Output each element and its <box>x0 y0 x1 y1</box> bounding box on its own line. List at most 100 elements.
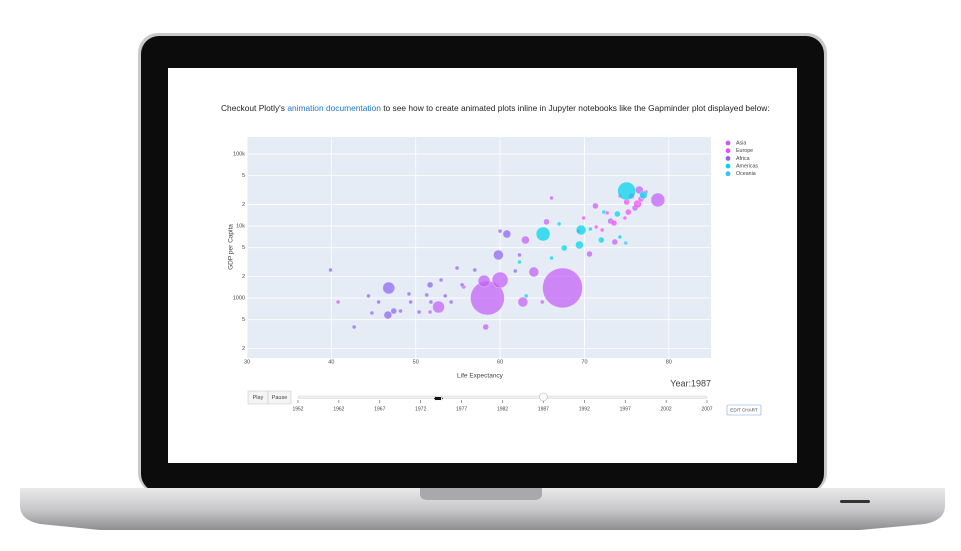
y-tick-label: 2 <box>242 346 245 352</box>
y-tick-label: 2 <box>242 202 245 208</box>
legend-label: Americas <box>736 164 758 170</box>
bubble <box>561 244 568 252</box>
bubble <box>432 300 445 314</box>
legend-label: Africa <box>736 156 750 162</box>
bubble <box>352 324 357 330</box>
bubble <box>617 234 623 240</box>
bubble <box>443 293 448 299</box>
base-notch <box>420 488 542 500</box>
slider-step-label: 1952 <box>292 406 303 412</box>
y-axis-title: GDP per Capita <box>228 224 235 270</box>
bubble <box>398 308 403 314</box>
y-tick-label: 1000 <box>233 295 245 301</box>
bubble <box>459 282 465 288</box>
bubble <box>625 208 632 216</box>
pause-button[interactable] <box>267 390 292 405</box>
slider-step-label: 1997 <box>620 406 631 412</box>
bubble <box>502 229 511 239</box>
bubble <box>549 195 554 201</box>
intro-start: Checkout Plotly's <box>221 103 287 113</box>
x-axis-title: Life Expectancy <box>457 373 504 380</box>
bubble <box>543 218 550 226</box>
bubble <box>586 250 593 258</box>
x-tick-label: 30 <box>244 359 250 365</box>
bubble <box>491 271 509 289</box>
bubble <box>517 259 522 265</box>
bubble <box>549 255 554 261</box>
cursor <box>434 396 443 401</box>
bubble <box>428 299 434 305</box>
legend-label: Oceania <box>736 171 756 177</box>
bubble <box>521 235 530 245</box>
bubble <box>633 199 642 209</box>
bubble <box>540 299 545 305</box>
bubble <box>427 309 433 315</box>
bubble <box>493 249 504 261</box>
legend-label: Europe <box>736 148 753 154</box>
edit-chart-button[interactable] <box>726 404 762 416</box>
intro-end: to see how to create animated plots inli… <box>381 103 770 113</box>
bubble <box>611 238 618 246</box>
slider-step-label: 1992 <box>579 406 590 412</box>
bubble <box>575 240 584 250</box>
edit-chart-label[interactable]: EDIT CHART <box>730 408 758 413</box>
bubble <box>592 202 599 210</box>
legend-marker <box>725 156 731 161</box>
slider-step-label: 1967 <box>374 406 385 412</box>
bubble <box>406 291 412 297</box>
y-tick-label: 5 <box>242 317 245 323</box>
bubble <box>472 267 477 273</box>
legend-label: Asia <box>736 140 746 146</box>
slider-step-label: 2002 <box>661 406 672 412</box>
bubble <box>517 252 522 258</box>
pause-label[interactable]: Pause <box>272 395 288 401</box>
bubble <box>557 221 562 227</box>
bubble <box>426 281 434 289</box>
bubble <box>617 181 636 201</box>
bubble-chart: Life Expectancy GDP per Capita 30 40 50 60 7… <box>228 137 758 380</box>
bubble <box>416 309 422 315</box>
x-tick-label: 70 <box>581 359 587 365</box>
y-tick-label: 5 <box>242 173 245 179</box>
bubble <box>477 274 491 288</box>
slider-step-label: 1982 <box>497 406 508 412</box>
bubble <box>581 215 586 221</box>
bubble <box>639 190 648 200</box>
y-tick-label: 10k <box>236 223 245 229</box>
y-tick-label: 5 <box>242 245 245 251</box>
bubble <box>438 277 444 283</box>
bubble <box>622 215 628 221</box>
base-slot <box>840 500 870 503</box>
x-tick-label: 40 <box>328 359 334 365</box>
controls: Play Pause EDIT CHART Year:1987 <box>247 378 762 416</box>
play-label[interactable]: Play <box>253 395 264 401</box>
doc-link[interactable]: animation documentation <box>287 103 381 113</box>
intro-text: Checkout Plotly's animation documentatio… <box>221 103 770 113</box>
slider-handle[interactable] <box>539 392 548 402</box>
bubble <box>482 323 489 331</box>
bubble <box>366 293 371 299</box>
bubble <box>650 192 665 208</box>
slider-rail[interactable] <box>297 395 708 399</box>
bubble <box>601 209 606 215</box>
bubble <box>382 281 395 295</box>
slider-step-label: 2007 <box>701 406 712 412</box>
bubble <box>513 268 518 274</box>
bubble <box>598 236 605 244</box>
bubble <box>335 299 341 305</box>
bubble <box>600 227 605 233</box>
bubble <box>408 299 413 305</box>
bubble <box>575 224 587 236</box>
bubble <box>390 307 397 315</box>
bubble <box>454 265 460 271</box>
legend-marker <box>725 148 731 154</box>
bubble <box>588 226 593 232</box>
bubble <box>542 267 583 309</box>
bubble <box>376 299 381 305</box>
legend-marker <box>725 163 731 169</box>
bubble <box>535 226 551 242</box>
bubble <box>383 310 393 320</box>
x-tick-label: 50 <box>413 359 419 365</box>
